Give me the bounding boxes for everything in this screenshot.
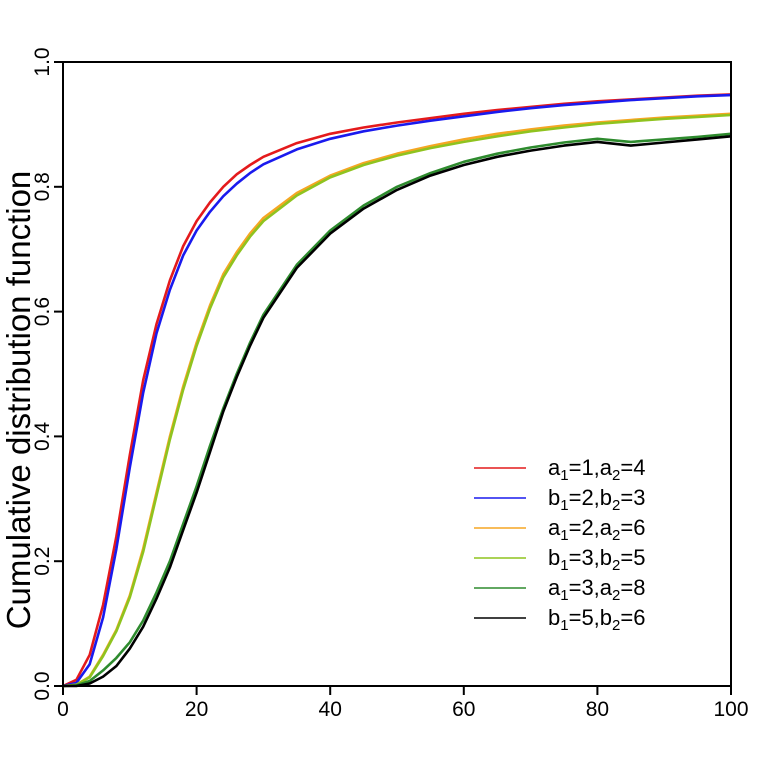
legend-item: b1=3,b2=5: [474, 545, 645, 574]
x-tick-label: 20: [185, 698, 208, 721]
y-tick-label: 0.4: [31, 421, 54, 451]
legend-item: a1=3,a2=8: [474, 575, 645, 604]
y-tick-label: 0.6: [31, 297, 54, 326]
legend-label: b1=5,b2=6: [548, 605, 645, 634]
legend-item: b1=2,b2=3: [474, 485, 645, 514]
series-line-6: [63, 135, 732, 688]
x-axis-ticks: 0 20 40 60 80 100: [57, 686, 749, 721]
legend-item: b1=5,b2=6: [474, 605, 645, 634]
x-tick-label: 80: [586, 698, 609, 721]
x-tick-label: 40: [319, 698, 342, 721]
series-lines: [62, 93, 732, 688]
legend-label: a1=2,a2=6: [548, 515, 645, 544]
legend-label: a1=3,a2=8: [548, 575, 645, 604]
series-line-5: [62, 132, 732, 688]
x-tick-label: 100: [713, 698, 748, 721]
series-line-3: [62, 112, 732, 688]
legend-item: a1=2,a2=6: [474, 515, 645, 544]
x-tick-label: 60: [452, 698, 475, 721]
legend-label: b1=2,b2=3: [548, 485, 645, 514]
y-tick-label: 1.0: [31, 47, 54, 76]
series-line-2: [62, 93, 732, 688]
legend-label: a1=1,a2=4: [548, 455, 645, 484]
y-tick-label: 0.8: [31, 172, 54, 201]
y-axis-ticks: 0.0 0.2 0.4 0.6 0.8 1.0: [31, 47, 63, 701]
x-tick-label: 0: [57, 698, 69, 721]
plot-frame: [62, 61, 732, 687]
y-tick-label: 0.2: [31, 547, 54, 576]
legend: a1=1,a2=4b1=2,b2=3a1=2,a2=6b1=3,b2=5a1=3…: [474, 455, 645, 634]
legend-item: a1=1,a2=4: [474, 455, 645, 484]
y-tick-label: 0.0: [31, 671, 54, 700]
legend-label: b1=3,b2=5: [548, 545, 645, 574]
series-line-4: [62, 113, 732, 688]
y-axis-label: Cumulative distribution function: [0, 171, 37, 630]
